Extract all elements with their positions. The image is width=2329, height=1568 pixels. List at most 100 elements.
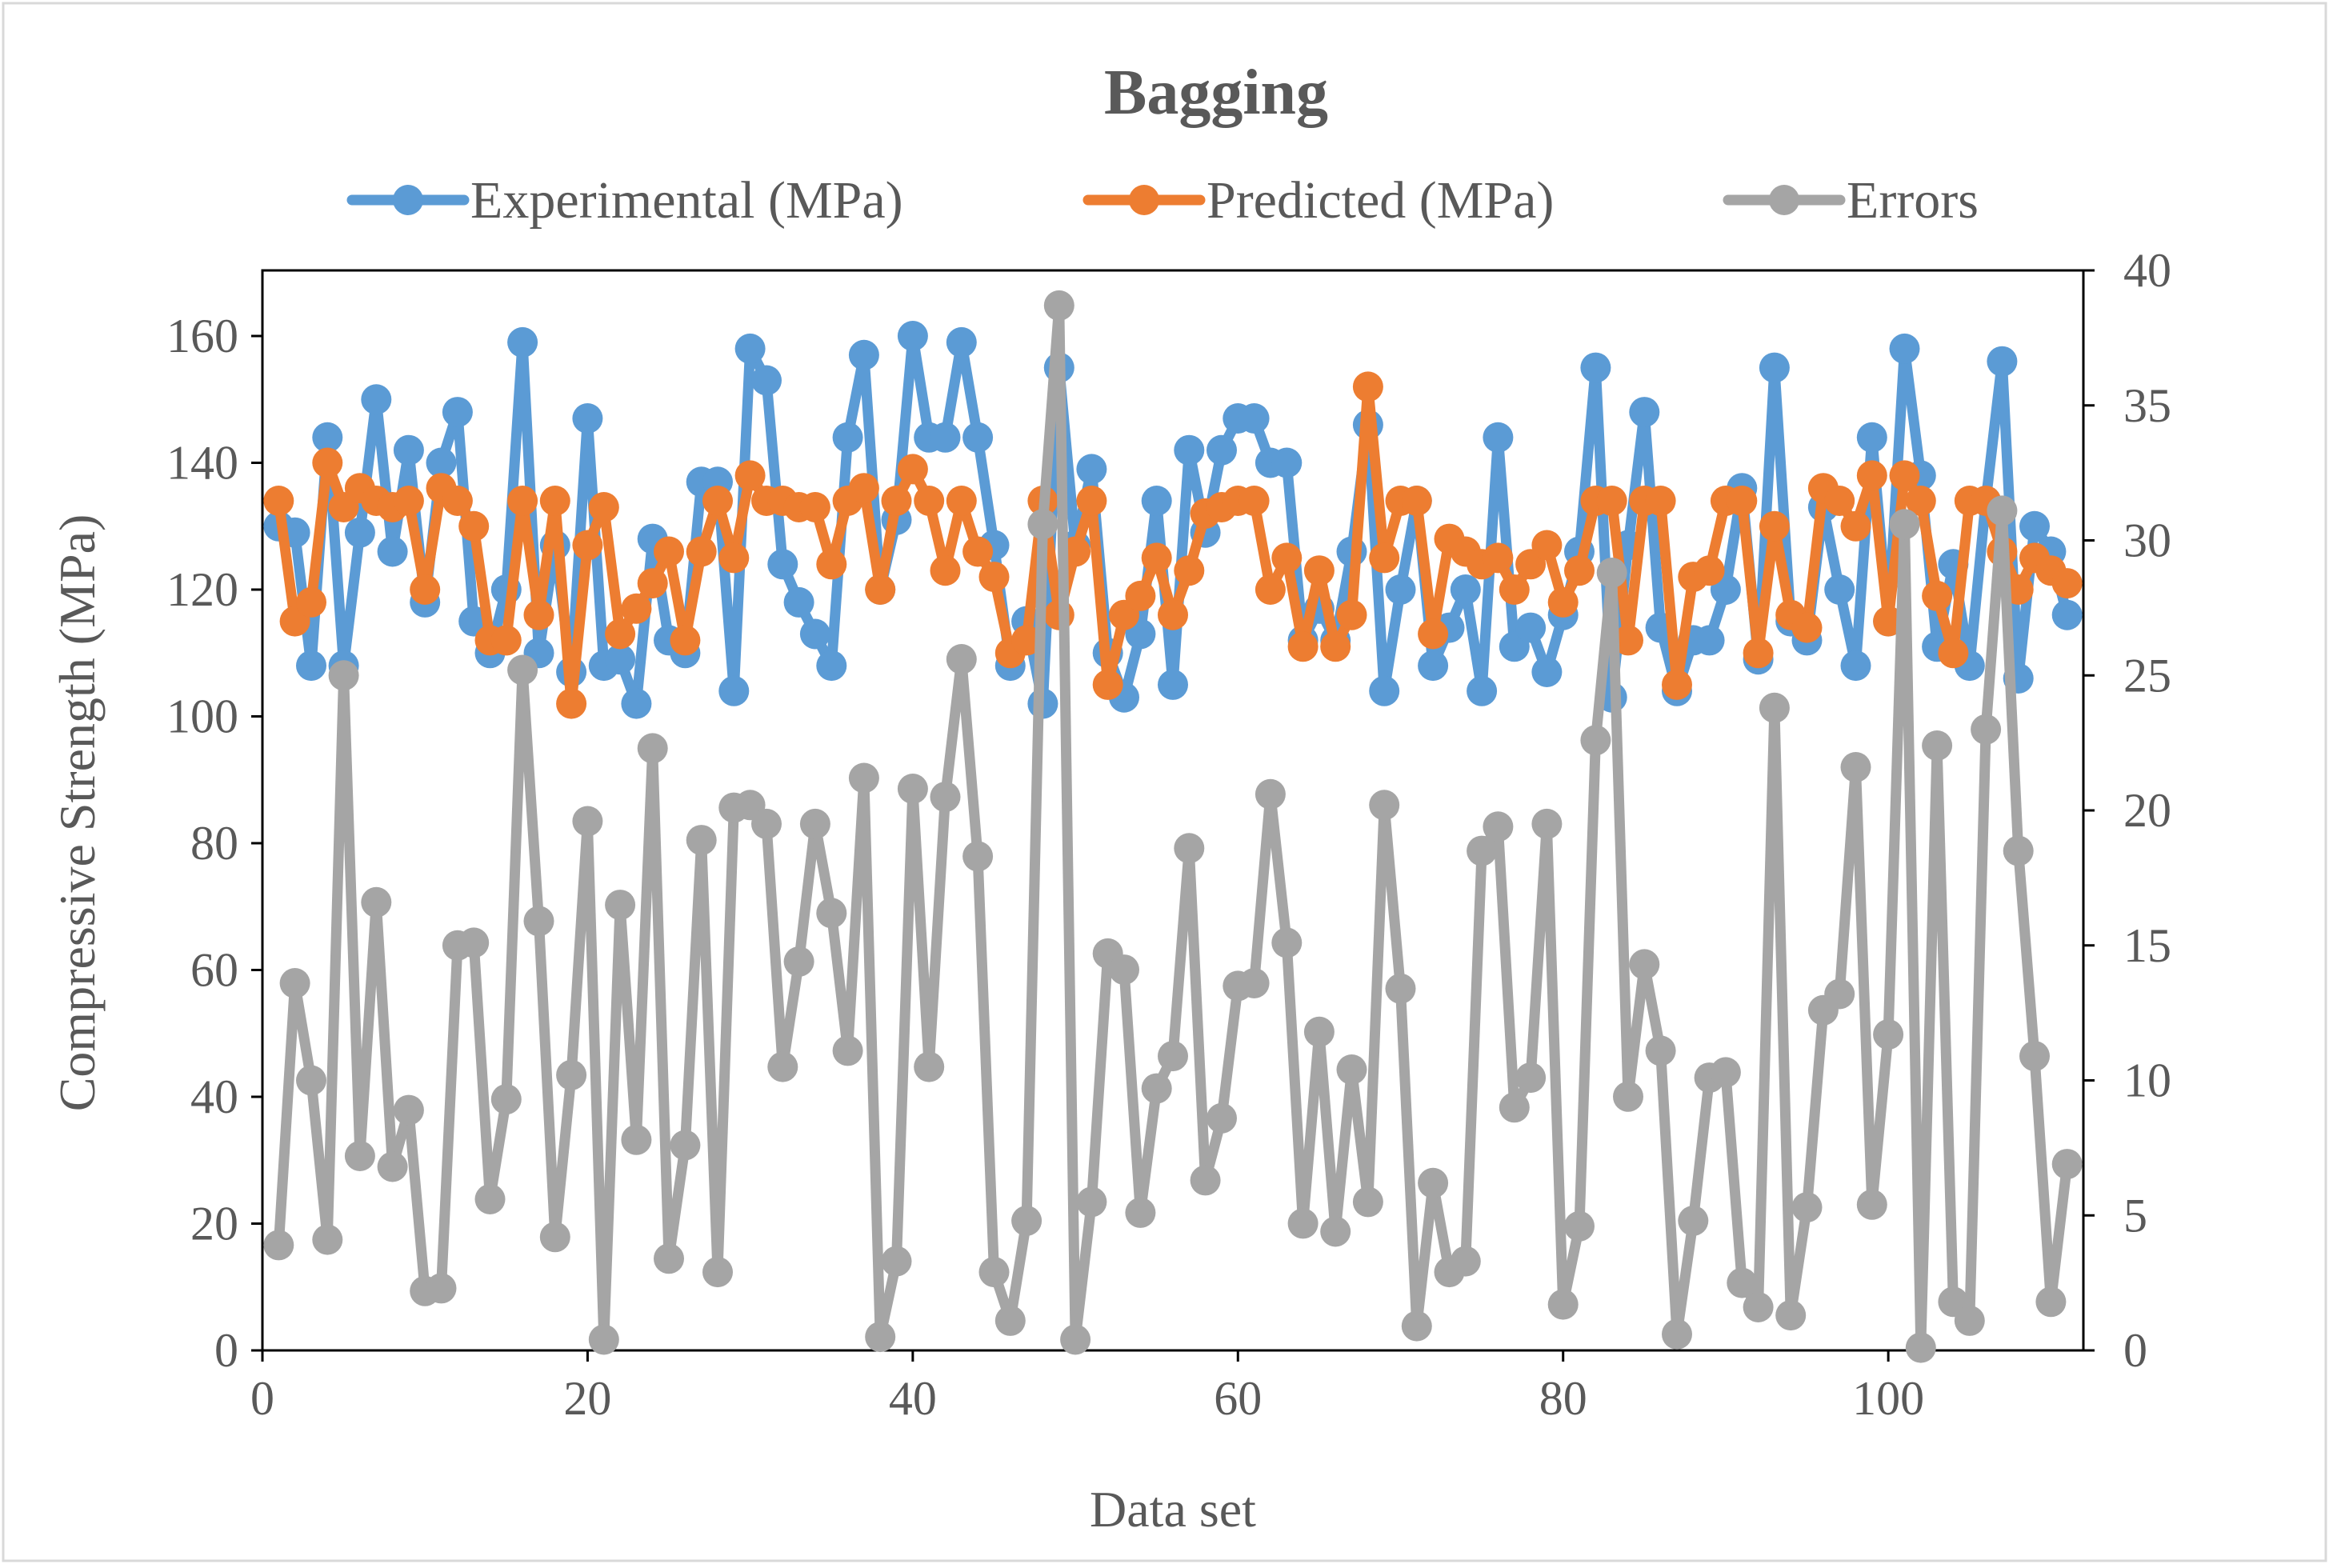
data-point-errors [978,1257,1010,1288]
data-point-errors [1531,808,1563,839]
data-point-predicted-mpa [1336,599,1367,630]
data-point-errors [881,1246,912,1277]
data-point-errors [279,968,310,998]
data-point-errors [1580,725,1611,756]
data-point-experimental-mpa [1207,434,1237,466]
data-point-experimental-mpa [1158,669,1188,700]
y-axis-right: 0 5 10 15 20 25 30 35 40 [2083,244,2171,1377]
data-point-errors [1109,954,1139,986]
data-point-errors [865,1322,896,1353]
data-point-errors [783,946,814,977]
data-point-experimental-mpa [377,536,408,567]
data-point-predicted-mpa [556,688,587,719]
data-point-predicted-mpa [410,574,441,605]
legend-swatch-marker [1129,185,1159,215]
data-point-errors [344,1141,375,1171]
data-point-errors [1759,692,1790,723]
data-point-predicted-mpa [1352,371,1383,402]
data-point-errors [1190,1165,1221,1196]
data-point-errors [1125,1197,1156,1228]
x-axis-title: Data set [1090,1481,1256,1538]
y2-tick-label: 0 [2123,1324,2147,1377]
legend-label: Experimental (MPa) [470,171,903,230]
data-point-errors [654,1243,684,1274]
data-point-errors [1401,1310,1432,1342]
data-point-experimental-mpa [393,434,424,466]
data-point-predicted-mpa [1287,631,1319,662]
data-point-experimental-mpa [962,422,994,453]
data-point-experimental-mpa [1385,574,1416,605]
data-point-experimental-mpa [2051,599,2083,630]
data-point-predicted-mpa [1938,638,1969,669]
data-point-predicted-mpa [263,486,294,516]
data-point-errors [799,808,830,839]
data-point-predicted-mpa [539,486,570,516]
data-point-experimental-mpa [2019,510,2050,542]
data-point-predicted-mpa [1613,625,1643,656]
y2-tick-label: 20 [2123,784,2171,837]
data-point-errors [1011,1206,1042,1236]
x-tick-label: 0 [250,1372,274,1425]
data-point-errors [556,1059,587,1090]
data-point-experimental-mpa [930,422,961,453]
data-point-experimental-mpa [296,650,326,682]
data-point-errors [670,1130,701,1161]
data-point-errors [296,1065,326,1096]
data-point-predicted-mpa [978,562,1010,593]
y2-tick-label: 30 [2123,514,2171,567]
data-point-experimental-mpa [572,403,603,434]
data-point-experimental-mpa [799,618,830,650]
data-point-experimental-mpa [1141,486,1172,516]
data-point-errors [816,898,847,929]
data-point-experimental-mpa [1580,352,1611,383]
data-point-experimental-mpa [751,365,782,396]
data-point-errors [2051,1149,2083,1180]
data-point-errors [1467,835,1498,866]
data-point-errors [458,927,490,958]
data-point-predicted-mpa [1271,542,1303,574]
y2-tick-label: 40 [2123,244,2171,297]
data-point-predicted-mpa [572,530,603,561]
data-point-errors [962,841,994,872]
data-point-experimental-mpa [1629,397,1660,428]
data-point-errors [2003,835,2034,866]
data-point-errors [1336,1054,1367,1085]
data-point-errors [539,1222,570,1253]
data-point-errors [1271,927,1303,958]
data-point-predicted-mpa [312,447,343,478]
data-point-experimental-mpa [848,339,879,370]
data-point-errors [426,1273,457,1304]
data-point-predicted-mpa [1743,638,1774,669]
data-point-predicted-mpa [1483,542,1514,574]
data-point-predicted-mpa [1320,631,1351,662]
data-point-predicted-mpa [1418,618,1449,650]
data-point-predicted-mpa [490,625,522,656]
data-point-experimental-mpa [605,644,636,675]
data-point-experimental-mpa [1467,675,1498,706]
y2-tick-label: 25 [2123,649,2171,702]
data-point-predicted-mpa [881,486,912,516]
data-point-errors [751,808,782,839]
data-point-predicted-mpa [848,473,879,504]
data-point-predicted-mpa [1369,542,1400,574]
x-axis: 0 20 40 60 80 100 [250,1350,1924,1425]
data-point-predicted-mpa [1759,510,1790,542]
data-point-errors [1207,1102,1237,1134]
data-point-errors [605,890,636,921]
data-point-errors [2035,1286,2067,1318]
data-point-errors [1418,1167,1449,1198]
data-point-predicted-mpa [1905,486,1936,516]
data-point-errors [621,1124,652,1155]
data-point-experimental-mpa [832,422,863,453]
data-point-errors [946,644,977,674]
series-errors [263,290,2083,1363]
data-point-errors [588,1324,619,1355]
data-point-experimental-mpa [1694,625,1725,656]
data-point-errors [1450,1246,1481,1277]
data-point-errors [1710,1057,1741,1088]
data-point-experimental-mpa [1824,574,1855,605]
data-point-predicted-mpa [588,492,619,522]
data-point-predicted-mpa [1922,580,1953,611]
data-point-predicted-mpa [799,492,830,522]
data-point-predicted-mpa [930,555,961,586]
